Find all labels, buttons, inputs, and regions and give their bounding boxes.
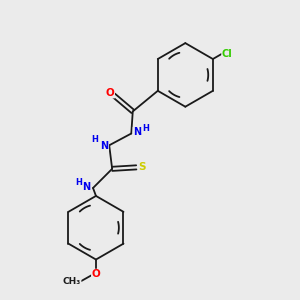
Text: N: N: [100, 141, 109, 151]
Text: H: H: [92, 136, 98, 145]
Text: O: O: [106, 88, 115, 98]
Text: H: H: [142, 124, 149, 133]
Text: O: O: [92, 269, 100, 279]
Text: N: N: [133, 127, 141, 137]
Text: Cl: Cl: [222, 49, 232, 59]
Text: CH₃: CH₃: [63, 277, 81, 286]
Text: N: N: [82, 182, 91, 192]
Text: S: S: [138, 162, 146, 172]
Text: H: H: [75, 178, 82, 187]
